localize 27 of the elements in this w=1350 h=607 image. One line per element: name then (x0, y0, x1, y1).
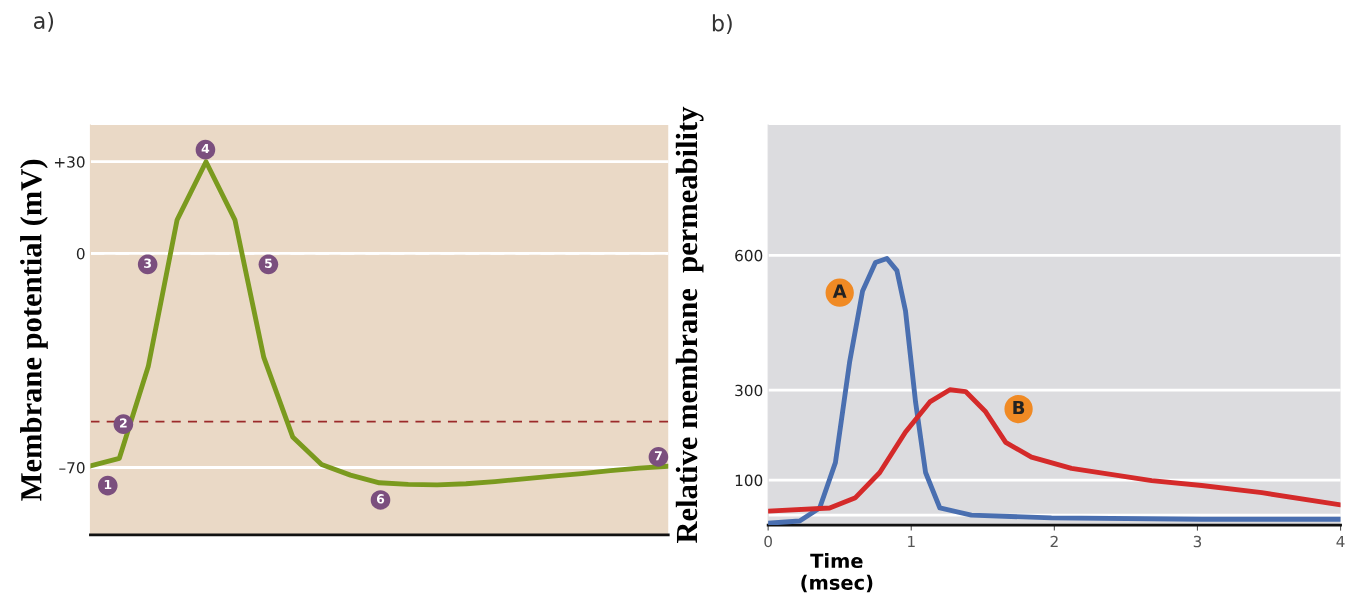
line-series (768, 256, 1341, 526)
x-tick-label: 4 (1336, 535, 1345, 548)
annotation: 6 (376, 494, 385, 504)
chart-title: a) (34, 11, 54, 32)
y-tick-label: 300 (735, 384, 763, 397)
x-tick-label: 3 (1193, 535, 1202, 548)
y-axis-title: Membrane potential (mV) (20, 159, 48, 501)
annotation: 3 (144, 258, 152, 268)
chart-title: b) (712, 14, 732, 35)
x-axis-title: Time (msec) (801, 553, 873, 593)
x-tick-label: 2 (1050, 535, 1058, 548)
annotation: B (1013, 400, 1025, 415)
annotation: 4 (201, 143, 210, 154)
y-tick-label: 100 (735, 474, 763, 487)
annotation: A (832, 284, 847, 298)
annotation: 2 (120, 418, 127, 428)
y-tick-label: +30 (54, 156, 85, 168)
x-tick-label: 0 (764, 535, 772, 548)
annotation: 7 (654, 451, 662, 461)
y-axis-title: Relative membrane permeability (675, 106, 704, 544)
line-series (768, 387, 1341, 514)
annotation: 1 (104, 479, 112, 490)
y-tick-label: 600 (735, 249, 763, 262)
x-tick-label: 1 (908, 535, 915, 548)
y-tick-label: 0 (76, 247, 85, 260)
annotation: 5 (265, 258, 272, 268)
y-tick-label: –70 (59, 461, 85, 474)
